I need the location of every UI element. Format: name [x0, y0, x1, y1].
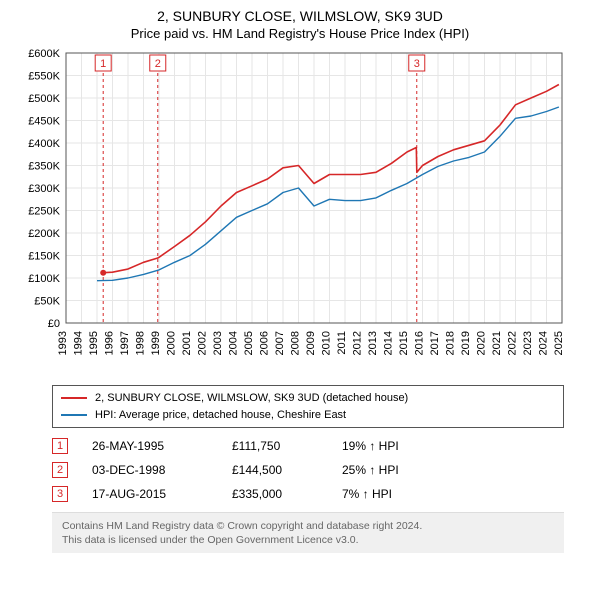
svg-text:1998: 1998 — [135, 331, 147, 355]
svg-text:2021: 2021 — [491, 331, 503, 355]
legend-item: 2, SUNBURY CLOSE, WILMSLOW, SK9 3UD (det… — [61, 390, 555, 407]
svg-text:1996: 1996 — [104, 331, 116, 355]
svg-text:1994: 1994 — [73, 331, 85, 355]
footer-attribution: Contains HM Land Registry data © Crown c… — [52, 512, 564, 553]
svg-text:2012: 2012 — [352, 331, 364, 355]
svg-text:1995: 1995 — [88, 331, 100, 355]
page-subtitle: Price paid vs. HM Land Registry's House … — [10, 26, 590, 41]
sale-delta: 19% ↑ HPI — [342, 439, 462, 453]
sale-row: 2 03-DEC-1998£144,50025% ↑ HPI — [52, 458, 564, 482]
svg-text:£400K: £400K — [28, 138, 60, 150]
svg-text:£550K: £550K — [28, 71, 60, 83]
svg-text:£200K: £200K — [28, 228, 60, 240]
sale-price: £335,000 — [232, 487, 342, 501]
svg-text:£150K: £150K — [28, 251, 60, 263]
sale-date: 26-MAY-1995 — [92, 439, 232, 453]
sale-delta: 25% ↑ HPI — [342, 463, 462, 477]
svg-text:1993: 1993 — [57, 331, 69, 355]
legend-item: HPI: Average price, detached house, Ches… — [61, 407, 555, 424]
sale-date: 17-AUG-2015 — [92, 487, 232, 501]
svg-text:2000: 2000 — [166, 331, 178, 355]
sale-row: 1 26-MAY-1995£111,75019% ↑ HPI — [52, 434, 564, 458]
sale-marker: 1 — [52, 438, 68, 454]
svg-text:2008: 2008 — [290, 331, 302, 355]
svg-text:2017: 2017 — [429, 331, 441, 355]
sale-marker: 2 — [52, 462, 68, 478]
svg-text:3: 3 — [414, 58, 420, 70]
svg-text:2025: 2025 — [553, 331, 565, 355]
svg-text:1999: 1999 — [150, 331, 162, 355]
svg-text:2007: 2007 — [274, 331, 286, 355]
svg-text:2024: 2024 — [538, 331, 550, 355]
legend-swatch — [61, 397, 87, 399]
svg-text:1: 1 — [100, 58, 106, 70]
svg-text:2006: 2006 — [259, 331, 271, 355]
svg-text:2002: 2002 — [197, 331, 209, 355]
svg-text:£500K: £500K — [28, 93, 60, 105]
svg-text:2004: 2004 — [228, 331, 240, 355]
svg-text:2015: 2015 — [398, 331, 410, 355]
svg-text:2022: 2022 — [507, 331, 519, 355]
svg-text:2023: 2023 — [522, 331, 534, 355]
svg-text:2019: 2019 — [460, 331, 472, 355]
svg-text:2009: 2009 — [305, 331, 317, 355]
svg-text:2020: 2020 — [476, 331, 488, 355]
sale-price: £111,750 — [232, 439, 342, 453]
svg-text:£250K: £250K — [28, 206, 60, 218]
svg-text:£350K: £350K — [28, 161, 60, 173]
svg-text:£0: £0 — [48, 318, 60, 330]
svg-text:£100K: £100K — [28, 273, 60, 285]
svg-text:2010: 2010 — [321, 331, 333, 355]
svg-text:2011: 2011 — [336, 331, 348, 355]
svg-text:£300K: £300K — [28, 183, 60, 195]
svg-text:2018: 2018 — [445, 331, 457, 355]
page-title: 2, SUNBURY CLOSE, WILMSLOW, SK9 3UD — [10, 8, 590, 24]
svg-text:1997: 1997 — [119, 331, 131, 355]
svg-text:2003: 2003 — [212, 331, 224, 355]
svg-text:2013: 2013 — [367, 331, 379, 355]
legend-label: HPI: Average price, detached house, Ches… — [95, 407, 346, 424]
sales-table: 1 26-MAY-1995£111,75019% ↑ HPI 2 03-DEC-199… — [52, 434, 564, 506]
legend: 2, SUNBURY CLOSE, WILMSLOW, SK9 3UD (det… — [52, 385, 564, 428]
svg-text:2014: 2014 — [383, 331, 395, 355]
sale-price: £144,500 — [232, 463, 342, 477]
svg-text:£50K: £50K — [34, 296, 60, 308]
svg-text:2001: 2001 — [181, 331, 193, 355]
legend-label: 2, SUNBURY CLOSE, WILMSLOW, SK9 3UD (det… — [95, 390, 408, 407]
sale-row: 3 17-AUG-2015£335,0007% ↑ HPI — [52, 482, 564, 506]
footer-line-2: This data is licensed under the Open Gov… — [62, 533, 554, 547]
svg-text:2016: 2016 — [414, 331, 426, 355]
svg-text:2: 2 — [155, 58, 161, 70]
price-chart: £0 £50K £100K £150K £200K £250K £300K £350K £400… — [10, 47, 570, 377]
footer-line-1: Contains HM Land Registry data © Crown c… — [62, 519, 554, 533]
chart-container: £0 £50K £100K £150K £200K £250K £300K £350K £400… — [10, 47, 590, 377]
legend-swatch — [61, 414, 87, 416]
svg-text:£600K: £600K — [28, 48, 60, 60]
sale-date: 03-DEC-1998 — [92, 463, 232, 477]
sale-marker: 3 — [52, 486, 68, 502]
svg-text:£450K: £450K — [28, 116, 60, 128]
svg-text:2005: 2005 — [243, 331, 255, 355]
sale-delta: 7% ↑ HPI — [342, 487, 462, 501]
